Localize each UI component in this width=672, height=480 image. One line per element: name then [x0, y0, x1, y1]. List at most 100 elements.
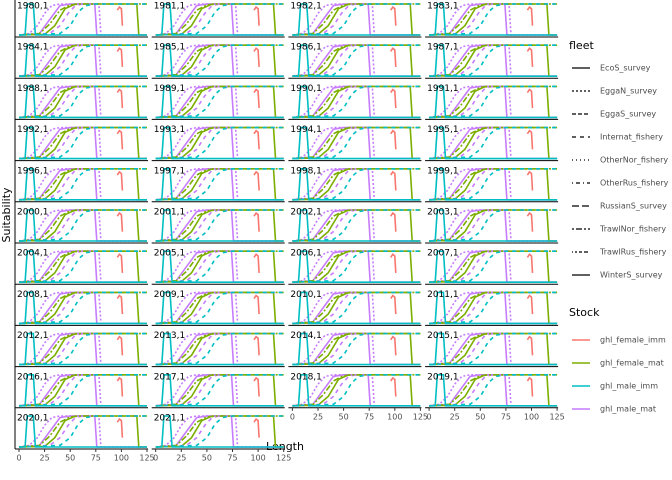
- series-line: [292, 168, 421, 201]
- series-line: [18, 332, 147, 366]
- series-line: [526, 5, 534, 26]
- series-line: [292, 250, 421, 283]
- series-line: [155, 291, 284, 325]
- series-line: [155, 168, 284, 201]
- legend-title: Stock: [569, 306, 600, 319]
- legend-label: OtherNor_fishery: [600, 156, 668, 165]
- legend-label: ghl_female_mat: [600, 359, 664, 368]
- facet-label: 1995,1: [427, 125, 459, 135]
- series-line: [155, 291, 284, 325]
- series-line: [18, 332, 147, 366]
- series-line: [292, 3, 421, 36]
- facet-label: 1992,1: [17, 125, 49, 135]
- series-line: [429, 250, 558, 283]
- series-line: [116, 335, 124, 356]
- series-line: [155, 44, 284, 77]
- x-tick-label: 75: [227, 454, 237, 463]
- series-line: [155, 250, 284, 283]
- series-line: [292, 126, 421, 160]
- series-line: [390, 335, 397, 356]
- x-tick-label: 75: [91, 454, 101, 463]
- series-line: [429, 332, 558, 366]
- facet-label: 1984,1: [17, 43, 49, 53]
- series-line: [155, 374, 284, 407]
- series-line: [292, 374, 421, 407]
- x-tick-label: 125: [413, 412, 428, 421]
- series-line: [18, 85, 147, 119]
- series-line: [18, 415, 147, 448]
- series-line: [292, 332, 421, 366]
- series-line: [155, 126, 284, 160]
- series-line: [292, 250, 421, 283]
- series-line: [116, 211, 124, 232]
- x-tick-label: 100: [250, 454, 265, 463]
- series-line: [292, 332, 421, 366]
- series-line: [116, 294, 124, 315]
- series-line: [18, 415, 147, 448]
- series-line: [429, 209, 558, 242]
- legend-title: fleet: [569, 39, 594, 52]
- series-line: [292, 168, 421, 201]
- series-line: [429, 209, 558, 242]
- series-line: [253, 211, 260, 232]
- series-line: [292, 85, 421, 119]
- facet-label: 2019,1: [427, 372, 459, 382]
- series-line: [292, 3, 421, 36]
- series-line: [429, 374, 558, 407]
- series-line: [18, 168, 147, 201]
- series-line: [429, 126, 558, 160]
- series-line: [19, 126, 147, 160]
- series-line: [429, 250, 558, 283]
- series-line: [18, 44, 147, 77]
- series-line: [429, 374, 558, 407]
- series-line: [292, 291, 421, 325]
- series-line: [253, 335, 260, 356]
- series-line: [429, 3, 558, 36]
- facet-label: 2005,1: [154, 249, 186, 259]
- x-tick-label: 125: [549, 412, 564, 421]
- series-line: [526, 376, 534, 397]
- series-line: [390, 294, 397, 315]
- series-line: [116, 376, 124, 397]
- series-line: [18, 126, 147, 160]
- series-line: [429, 291, 558, 325]
- series-line: [155, 250, 284, 283]
- series-line: [292, 85, 421, 119]
- series-line: [116, 170, 124, 191]
- series-line: [429, 291, 558, 325]
- legend-label: EggaN_survey: [600, 87, 657, 96]
- series-line: [116, 88, 124, 109]
- facet-label: 1990,1: [290, 84, 322, 94]
- series-line: [18, 3, 147, 36]
- series-line: [18, 291, 147, 325]
- series-line: [19, 374, 147, 407]
- series-line: [155, 332, 284, 366]
- legend-label: ghl_female_imm: [600, 336, 666, 345]
- series-line: [155, 291, 284, 325]
- series-line: [429, 126, 558, 160]
- series-line: [155, 85, 284, 119]
- series-line: [429, 374, 558, 407]
- series-line: [292, 332, 421, 366]
- series-line: [390, 129, 397, 150]
- facet-label: 2015,1: [427, 331, 459, 341]
- facet-label: 1982,1: [290, 2, 322, 12]
- series-line: [155, 168, 284, 201]
- series-line: [526, 129, 534, 150]
- series-line: [292, 209, 421, 242]
- series-line: [19, 415, 147, 448]
- series-line: [155, 44, 284, 77]
- series-line: [18, 415, 147, 448]
- series-line: [155, 3, 284, 36]
- series-line: [155, 85, 284, 119]
- x-tick-label: 0: [427, 412, 432, 421]
- series-line: [19, 332, 147, 366]
- series-line: [18, 374, 147, 407]
- series-line: [292, 168, 421, 201]
- legend-label: ghl_male_imm: [600, 382, 658, 391]
- series-line: [18, 168, 147, 201]
- series-line: [155, 374, 284, 407]
- series-line: [19, 44, 147, 77]
- series-line: [292, 3, 421, 36]
- x-tick-label: 25: [450, 412, 460, 421]
